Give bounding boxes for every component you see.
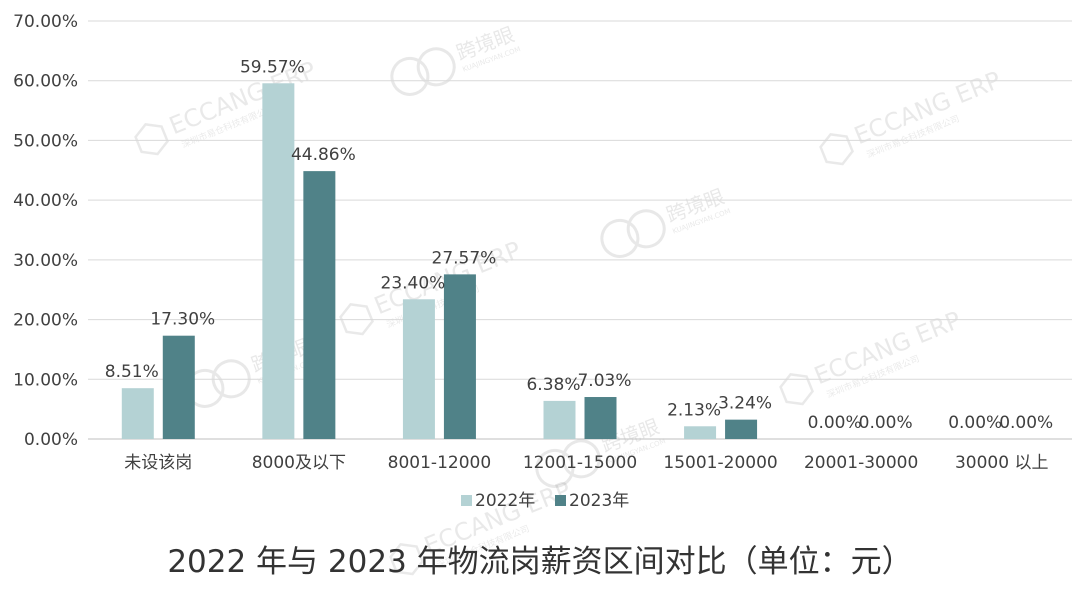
bar-2023年 bbox=[725, 419, 758, 439]
bar-2023年 bbox=[303, 171, 336, 440]
bar-2023年 bbox=[162, 335, 195, 439]
data-label: 0.00% bbox=[999, 413, 1053, 433]
y-tick-label: 40.00% bbox=[13, 191, 78, 211]
watermark-logo-icon bbox=[626, 209, 666, 249]
legend: 2022年 2023年 bbox=[461, 491, 629, 511]
bar-layer bbox=[121, 83, 758, 440]
data-label: 17.30% bbox=[150, 310, 215, 330]
bar-2022年 bbox=[684, 426, 717, 439]
grid-layer bbox=[88, 20, 1072, 440]
watermark-hexagon-icon bbox=[339, 302, 374, 336]
x-tick-label: 20001-30000 bbox=[804, 453, 918, 473]
chart-title: 2022 年与 2023 年物流岗薪资区间对比（单位：元） bbox=[167, 544, 913, 580]
data-label: 8.51% bbox=[105, 362, 159, 382]
data-label: 6.38% bbox=[526, 375, 580, 395]
y-tick-label: 70.00% bbox=[13, 12, 78, 32]
data-label: 44.86% bbox=[291, 145, 356, 165]
legend-swatch bbox=[555, 495, 566, 506]
watermark-logo-icon bbox=[561, 439, 601, 479]
data-label: 7.03% bbox=[577, 371, 631, 391]
y-tick-label: 60.00% bbox=[13, 72, 78, 92]
data-label: 27.57% bbox=[432, 248, 497, 268]
watermark-erp-name: ECCANG ERP bbox=[810, 306, 965, 390]
y-tick-label: 10.00% bbox=[13, 370, 78, 390]
label-layer: 0.00% 10.00% 20.00% 30.00% 40.00% 50.00% 60.00… bbox=[13, 12, 1053, 473]
data-label: 2.13% bbox=[667, 400, 721, 420]
bar-2022年 bbox=[543, 400, 576, 439]
y-tick-label: 20.00% bbox=[13, 311, 78, 331]
bar-2022年 bbox=[262, 83, 295, 440]
x-tick-label: 15001-20000 bbox=[663, 453, 777, 473]
bar-2023年 bbox=[584, 397, 617, 439]
x-tick-label: 8001-12000 bbox=[388, 453, 491, 473]
y-tick-label: 30.00% bbox=[13, 251, 78, 271]
data-label: 0.00% bbox=[808, 413, 862, 433]
watermark-logo-icon bbox=[535, 448, 575, 488]
legend-label: 2023年 bbox=[569, 491, 629, 511]
bar-2023年 bbox=[443, 274, 476, 439]
data-label: 3.24% bbox=[718, 394, 772, 414]
watermark-hexagon-icon bbox=[134, 122, 169, 156]
watermark-hexagon-icon bbox=[389, 542, 424, 576]
watermark-erp-name: ECCANG ERP bbox=[850, 66, 1005, 150]
y-tick-label: 50.00% bbox=[13, 131, 78, 151]
legend-label: 2022年 bbox=[475, 491, 535, 511]
watermark-logo-icon bbox=[416, 47, 456, 87]
bar-2022年 bbox=[402, 299, 435, 439]
bar-2022年 bbox=[121, 388, 154, 439]
x-tick-label: 未设该岗 bbox=[124, 453, 192, 473]
watermark-logo-icon bbox=[390, 56, 430, 96]
watermark-logo-icon bbox=[600, 218, 640, 258]
data-label: 23.40% bbox=[381, 273, 446, 293]
legend-swatch bbox=[461, 495, 472, 506]
watermark-hexagon-icon bbox=[779, 372, 814, 406]
data-label: 0.00% bbox=[948, 413, 1002, 433]
watermark-logo-icon bbox=[211, 359, 251, 399]
x-tick-label: 12001-15000 bbox=[523, 453, 637, 473]
data-label: 59.57% bbox=[240, 57, 305, 77]
watermark-hexagon-icon bbox=[819, 132, 854, 166]
y-tick-label: 0.00% bbox=[24, 430, 78, 450]
x-tick-label: 8000及以下 bbox=[252, 453, 346, 473]
x-tick-label: 30000 以上 bbox=[955, 453, 1048, 473]
data-label: 0.00% bbox=[859, 413, 913, 433]
